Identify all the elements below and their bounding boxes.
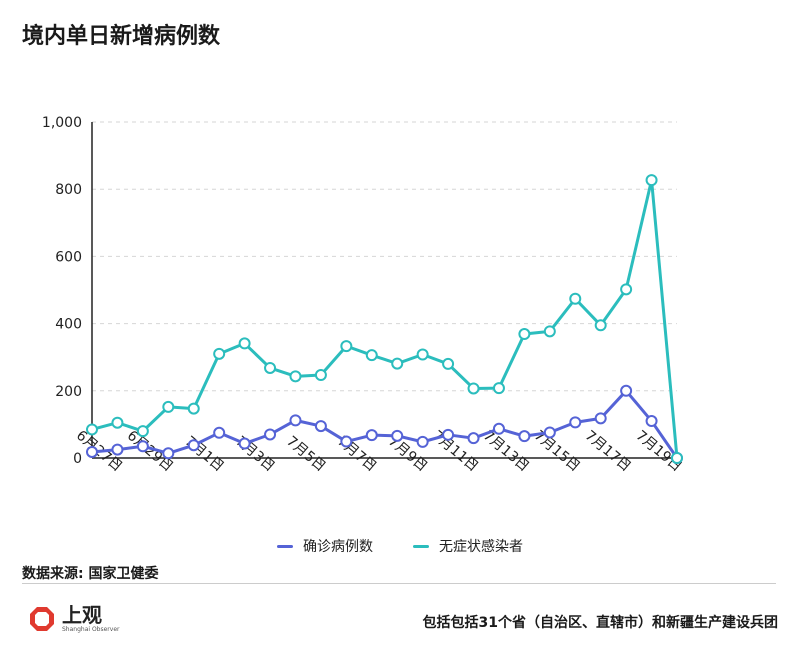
x-tick-label: 7月5日 [283, 433, 328, 475]
legend-swatch-confirmed [277, 544, 293, 548]
data-point-confirmed [543, 426, 556, 439]
data-point-asymptomatic [442, 357, 455, 370]
data-point-asymptomatic [86, 423, 98, 436]
data-point-asymptomatic [671, 452, 683, 464]
data-point-asymptomatic [569, 292, 582, 305]
data-point-asymptomatic [645, 174, 658, 187]
chart-title: 境内单日新增病例数 [22, 24, 221, 49]
data-point-confirmed [264, 428, 277, 441]
data-point-confirmed [492, 422, 505, 435]
data-point-asymptomatic [162, 400, 175, 413]
footnote: 包括包括31个省（自治区、直辖市）和新疆生产建设兵团 [422, 615, 778, 631]
chart-legend: 确诊病例数 无症状感染者 [0, 536, 800, 556]
data-point-asymptomatic [391, 357, 404, 370]
legend-item-asymptomatic: 无症状感染者 [413, 536, 523, 556]
logo: 上观 Shanghai Observer [28, 605, 119, 633]
data-point-confirmed [162, 447, 175, 460]
data-point-asymptomatic [492, 382, 505, 395]
data-point-confirmed [238, 437, 251, 450]
series-line-asymptomatic [91, 178, 679, 459]
data-point-confirmed [467, 432, 480, 445]
y-tick-label: 200 [55, 384, 82, 400]
data-point-asymptomatic [340, 340, 353, 353]
data-point-confirmed [187, 439, 200, 452]
data-point-asymptomatic [136, 425, 149, 438]
logo-mark-icon [30, 607, 54, 631]
data-point-asymptomatic [467, 382, 480, 395]
legend-label-confirmed: 确诊病例数 [303, 539, 373, 555]
data-point-asymptomatic [314, 369, 327, 382]
x-tick-label: 7月17日 [582, 428, 634, 475]
data-point-confirmed [86, 445, 98, 458]
data-point-confirmed [442, 428, 455, 441]
logo-name-en: Shanghai Observer [62, 626, 120, 633]
data-point-confirmed [136, 440, 149, 453]
legend-swatch-asymptomatic [413, 544, 429, 548]
data-point-asymptomatic [365, 349, 378, 362]
data-point-confirmed [416, 435, 429, 448]
series-line-confirmed [91, 389, 679, 459]
data-point-confirmed [391, 429, 404, 442]
legend-item-confirmed: 确诊病例数 [277, 536, 373, 556]
y-tick-label: 0 [73, 451, 82, 467]
data-point-asymptomatic [289, 370, 302, 383]
data-point-confirmed [213, 426, 226, 439]
data-point-asymptomatic [111, 416, 124, 429]
data-point-asymptomatic [543, 325, 556, 338]
data-point-confirmed [645, 415, 658, 428]
data-point-confirmed [620, 384, 633, 397]
data-point-asymptomatic [213, 347, 226, 360]
data-source: 数据来源: 国家卫健委 [22, 566, 159, 582]
logo-name-cn: 上观 [62, 603, 102, 627]
data-point-asymptomatic [594, 319, 607, 332]
data-point-confirmed [111, 443, 124, 456]
data-point-confirmed [594, 412, 607, 425]
data-point-asymptomatic [518, 328, 531, 341]
data-point-asymptomatic [187, 402, 200, 415]
divider [22, 583, 776, 584]
data-point-asymptomatic [238, 337, 251, 350]
y-tick-label: 600 [55, 249, 82, 265]
y-tick-label: 1,000 [42, 115, 82, 131]
data-point-confirmed [289, 414, 302, 427]
legend-label-asymptomatic: 无症状感染者 [439, 539, 523, 555]
y-tick-label: 400 [55, 317, 82, 333]
data-point-asymptomatic [416, 348, 429, 361]
data-point-confirmed [314, 420, 327, 433]
data-point-confirmed [518, 430, 531, 443]
data-point-confirmed [569, 416, 582, 429]
data-point-asymptomatic [620, 283, 633, 296]
data-point-confirmed [340, 435, 353, 448]
data-point-confirmed [365, 429, 378, 442]
y-tick-label: 800 [55, 182, 82, 198]
data-point-asymptomatic [264, 361, 277, 374]
